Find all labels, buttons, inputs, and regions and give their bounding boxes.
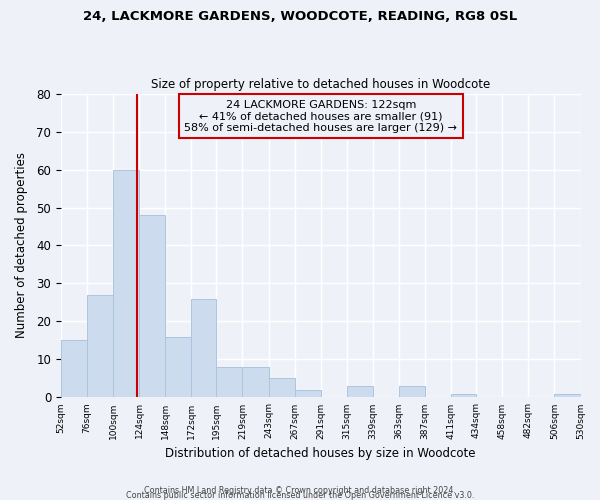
X-axis label: Distribution of detached houses by size in Woodcote: Distribution of detached houses by size …: [166, 447, 476, 460]
Bar: [451, 394, 476, 398]
Bar: [139, 215, 165, 398]
Bar: [399, 386, 425, 398]
Text: Contains HM Land Registry data © Crown copyright and database right 2024.: Contains HM Land Registry data © Crown c…: [144, 486, 456, 495]
Bar: [217, 367, 242, 398]
Bar: [113, 170, 139, 398]
Bar: [554, 394, 581, 398]
Bar: [61, 340, 87, 398]
Bar: [347, 386, 373, 398]
Bar: [242, 367, 269, 398]
Bar: [295, 390, 321, 398]
Bar: [87, 295, 113, 398]
Y-axis label: Number of detached properties: Number of detached properties: [15, 152, 28, 338]
Bar: [269, 378, 295, 398]
Text: 24, LACKMORE GARDENS, WOODCOTE, READING, RG8 0SL: 24, LACKMORE GARDENS, WOODCOTE, READING,…: [83, 10, 517, 23]
Bar: [191, 298, 217, 398]
Bar: [165, 336, 191, 398]
Text: 24 LACKMORE GARDENS: 122sqm
← 41% of detached houses are smaller (91)
58% of sem: 24 LACKMORE GARDENS: 122sqm ← 41% of det…: [184, 100, 457, 133]
Text: Contains public sector information licensed under the Open Government Licence v3: Contains public sector information licen…: [126, 491, 474, 500]
Title: Size of property relative to detached houses in Woodcote: Size of property relative to detached ho…: [151, 78, 490, 91]
